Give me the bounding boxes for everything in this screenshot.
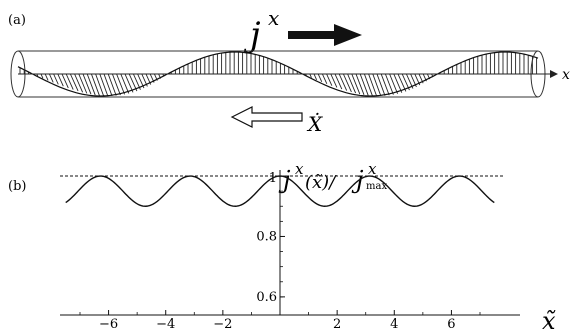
ylabel-sup: x <box>295 160 304 178</box>
wave-profile <box>17 51 539 97</box>
hatch-line <box>338 73 348 91</box>
hatch-line <box>103 73 113 97</box>
hatch-line <box>120 73 130 94</box>
y-tick-label: 0.6 <box>256 290 277 305</box>
hatch-line <box>376 73 386 96</box>
hatch-line <box>48 73 54 83</box>
hatch-line <box>368 73 378 97</box>
hatch-line <box>342 73 352 93</box>
hatch-line <box>116 73 126 95</box>
ylabel-arg: (x̃)/ <box>305 172 337 193</box>
hatch-line <box>124 73 134 93</box>
ylabel-den-sub: max <box>366 181 387 192</box>
x-axis-label: x <box>562 67 570 83</box>
hatch-line <box>78 73 88 94</box>
hatch-line <box>351 73 361 95</box>
hatch-line <box>313 73 318 81</box>
hatch-line <box>95 73 105 97</box>
hatch-line <box>397 73 407 92</box>
hatch-line <box>326 73 333 86</box>
hatch-line <box>347 73 357 94</box>
hatch-line <box>40 73 44 79</box>
x-tick-label: −6 <box>99 317 118 332</box>
hatch-line <box>53 73 59 85</box>
ylabel-den: j <box>351 166 364 194</box>
hatch-line <box>309 73 312 78</box>
line-chart: −6 −4 −2 2 4 60.60.81 <box>60 170 520 332</box>
hatch-line <box>330 73 338 88</box>
hatch-line <box>90 73 100 96</box>
hatch-line <box>321 73 328 85</box>
current-superscript: x <box>268 6 279 30</box>
panel-a-label: (a) <box>8 13 26 28</box>
hatch-line <box>57 73 64 87</box>
velocity-label: Ẋ <box>306 112 323 136</box>
y-tick-label: 0.8 <box>256 229 277 244</box>
hatch-line <box>69 73 79 92</box>
x-tick-label: 2 <box>333 317 341 332</box>
hatch-line <box>334 73 343 90</box>
current-symbol: j <box>243 15 261 55</box>
hatch-line <box>111 73 121 96</box>
hatch-line <box>317 73 323 83</box>
hatch-line <box>74 73 84 93</box>
x-tick-label: −2 <box>213 317 232 332</box>
hatch-line <box>65 73 74 90</box>
current-arrow <box>288 24 362 46</box>
hatch-line <box>359 73 369 96</box>
x-tick-label: 6 <box>447 317 455 332</box>
hatch-line <box>99 73 109 97</box>
hatch-line <box>393 73 403 93</box>
ylabel-den-sup: x <box>368 160 377 178</box>
x-tick-label: −4 <box>156 317 175 332</box>
panel-b-label: (b) <box>8 179 26 194</box>
y-axis-label: j x (x̃)/ j x max <box>278 160 387 194</box>
hatch-line <box>389 73 399 94</box>
x-tick-label: 4 <box>390 317 398 332</box>
hatch-line <box>44 73 49 81</box>
hatch-line <box>355 73 365 96</box>
hatch-line <box>61 73 69 89</box>
hatch-line <box>107 73 117 96</box>
velocity-arrow <box>230 106 303 128</box>
hatch-line <box>372 73 382 97</box>
x-axis-arrowhead <box>550 70 558 78</box>
hatch-line <box>384 73 394 95</box>
hatch-line <box>363 73 373 96</box>
x-axis-title: x̃ <box>542 307 556 333</box>
hatch-line <box>86 73 96 96</box>
hatch-line <box>380 73 390 96</box>
series-line <box>65 175 495 207</box>
hatch-line <box>82 73 92 95</box>
hatched-profile <box>19 52 538 97</box>
